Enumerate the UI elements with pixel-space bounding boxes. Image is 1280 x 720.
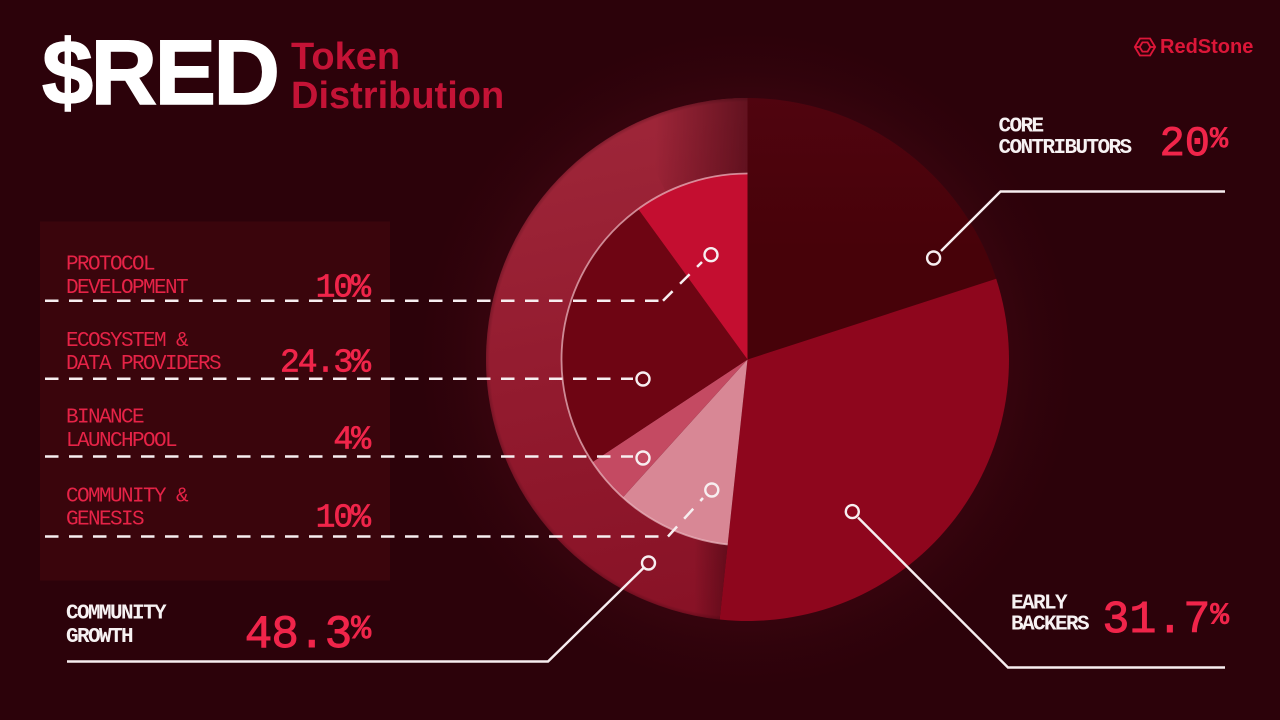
svg-text:GROWTH: GROWTH xyxy=(66,626,133,649)
svg-text:GENESIS: GENESIS xyxy=(66,508,144,531)
svg-text:COMMUNITY: COMMUNITY xyxy=(66,603,167,626)
svg-text:BINANCE: BINANCE xyxy=(66,407,144,430)
svg-text:EARLY: EARLY xyxy=(1011,592,1068,615)
svg-text:PROTOCOL: PROTOCOL xyxy=(66,254,155,277)
svg-text:DATA PROVIDERS: DATA PROVIDERS xyxy=(66,353,221,376)
svg-text:BACKERS: BACKERS xyxy=(1011,614,1089,637)
svg-text:10%: 10% xyxy=(316,269,372,306)
svg-text:24.3%: 24.3% xyxy=(280,345,371,382)
svg-text:DEVELOPMENT: DEVELOPMENT xyxy=(66,277,188,300)
svg-text:48.3%: 48.3% xyxy=(245,609,371,661)
svg-text:10%: 10% xyxy=(316,499,372,536)
svg-text:31.7%: 31.7% xyxy=(1102,595,1229,646)
svg-text:4%: 4% xyxy=(333,421,371,458)
svg-text:CONTRIBUTORS: CONTRIBUTORS xyxy=(999,137,1132,160)
svg-text:LAUNCHPOOL: LAUNCHPOOL xyxy=(66,430,177,453)
svg-text:CORE: CORE xyxy=(999,116,1044,139)
svg-text:COMMUNITY &: COMMUNITY & xyxy=(66,485,189,508)
svg-text:ECOSYSTEM &: ECOSYSTEM & xyxy=(66,330,189,353)
